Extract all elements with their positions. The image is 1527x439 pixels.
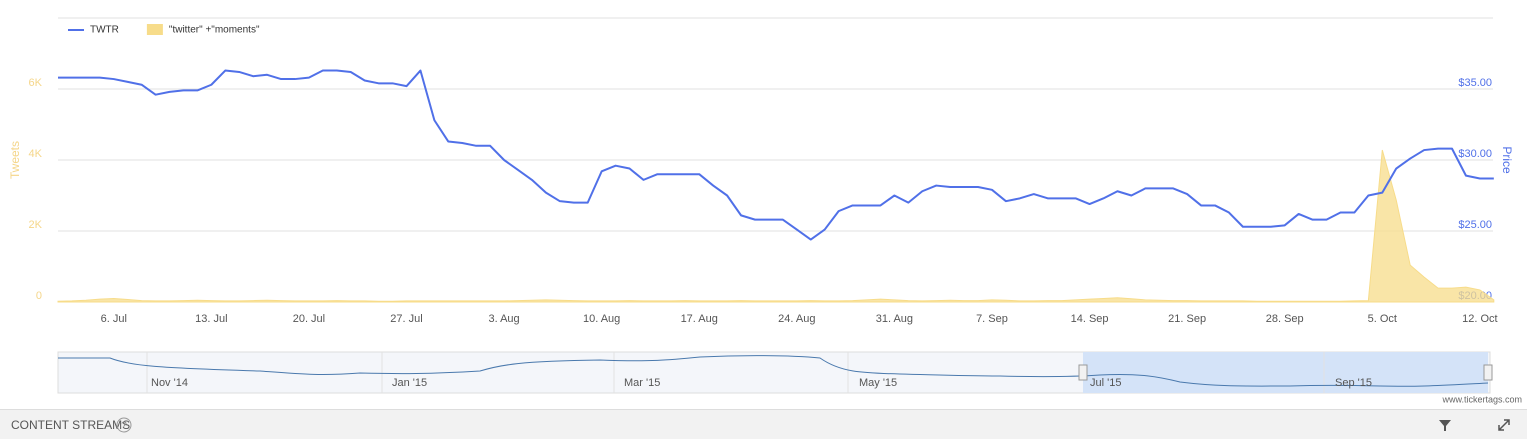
x-tick-label: 27. Jul [390,313,422,325]
y-tick-label: 6K [29,77,43,89]
navigator [57,351,1493,394]
y2-axis-title: Price [1500,146,1514,174]
x-tick-label: 7. Sep [976,313,1008,325]
area [57,149,1495,303]
navigator-dividers [146,352,1325,393]
x-tick-label: 28. Sep [1266,313,1304,325]
x-tick-label: 6. Jul [101,313,127,325]
x-tick-label: 24. Aug [778,313,815,325]
x-tick-label: 31. Aug [876,313,913,325]
navigator-label: Jan '15 [392,377,427,389]
y2-tick-label: $35.00 [1458,77,1492,89]
y2-tick-label: $25.00 [1458,219,1492,231]
navigator-selection[interactable] [1083,352,1488,393]
line [58,69,1494,241]
navigator-label: Jul '15 [1090,377,1121,389]
navigator-label: May '15 [859,377,897,389]
filter-icon[interactable] [1439,420,1451,431]
navigator-line [58,355,1489,387]
legend-label: "twitter" +"moments" [169,25,260,36]
navigator-labels: Nov '14 Jan '15 Mar '15 May '15 Jul '15 Sep '… [151,377,1372,389]
x-tick-label: 10. Aug [583,313,620,325]
y2-tick-label: $30.00 [1458,148,1492,160]
legend-label: TWTR [90,25,119,36]
credit: www.tickertags.com [1441,394,1522,404]
x-tick-label: 5. Oct [1368,313,1397,325]
help-text[interactable]: ? [121,421,127,432]
y-tick-label: 2K [29,219,43,231]
navigator-label: Nov '14 [151,377,188,389]
x-tick-label: 17. Aug [681,313,718,325]
x-tick-label: 3. Aug [488,313,519,325]
y-tick-label: 0 [36,290,42,302]
footer-bar [0,409,1527,439]
x-tick-label: 13. Jul [195,313,227,325]
navigator-handle[interactable] [1078,364,1088,381]
y-axis-title: Tweets [8,141,22,179]
help-icon[interactable] [116,417,132,433]
x-tick-label: 20. Jul [293,313,325,325]
x-tick-label: 21. Sep [1168,313,1206,325]
navigator-label: Mar '15 [624,377,660,389]
navigator-handle[interactable] [1483,364,1493,381]
section-title: CONTENT STREAMS [11,418,130,432]
x-tick-label: 12. Oct [1462,313,1497,325]
y-tick-label: 4K [29,148,43,160]
legend-swatch [146,24,163,35]
x-tick-label: 14. Sep [1071,313,1109,325]
expand-icon[interactable] [1498,419,1510,431]
navigator-label: Sep '15 [1335,377,1372,389]
